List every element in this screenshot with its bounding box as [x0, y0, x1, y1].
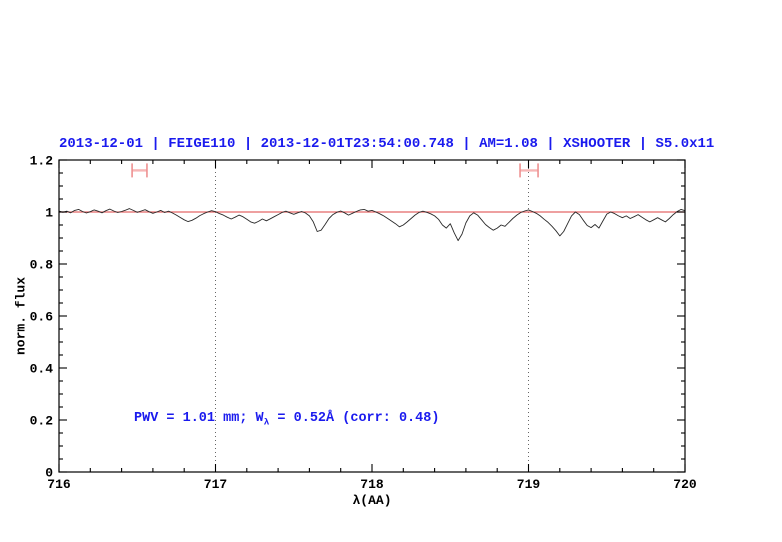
spectrum-line — [58, 208, 686, 242]
plot-title: 2013-12-01 | FEIGE110 | 2013-12-01T23:54… — [59, 136, 714, 152]
y-tick-label: 1 — [45, 206, 53, 221]
y-tick-label: 0.6 — [30, 310, 54, 325]
pwv-annotation: PWV = 1.01 mm; Wλ = 0.52Å (corr: 0.48) — [134, 411, 439, 428]
x-axis-label: λ(AA) — [352, 493, 392, 508]
x-tick-label: 720 — [673, 477, 697, 492]
y-tick-label: 0.8 — [30, 258, 54, 273]
y-tick-label: 0.4 — [30, 362, 54, 377]
plot-title-text: 2013-12-01 | FEIGE110 | 2013-12-01T23:54… — [59, 136, 715, 152]
x-tick-label: 716 — [47, 477, 71, 492]
y-axis-label: norm. flux — [13, 276, 29, 356]
x-tick-label: 718 — [360, 477, 384, 492]
pwv-annotation-post: = 0.52Å (corr: 0.48) — [269, 411, 440, 426]
pwv-annotation-sub: λ — [263, 416, 270, 428]
y-tick-label: 0.2 — [30, 414, 54, 429]
x-tick-label: 719 — [517, 477, 541, 492]
y-tick-label: 0 — [45, 466, 53, 481]
x-tick-label: 717 — [204, 477, 227, 492]
y-tick-label: 1.2 — [30, 154, 54, 169]
pwv-annotation-pre: PWV = 1.01 mm; W — [134, 411, 264, 426]
